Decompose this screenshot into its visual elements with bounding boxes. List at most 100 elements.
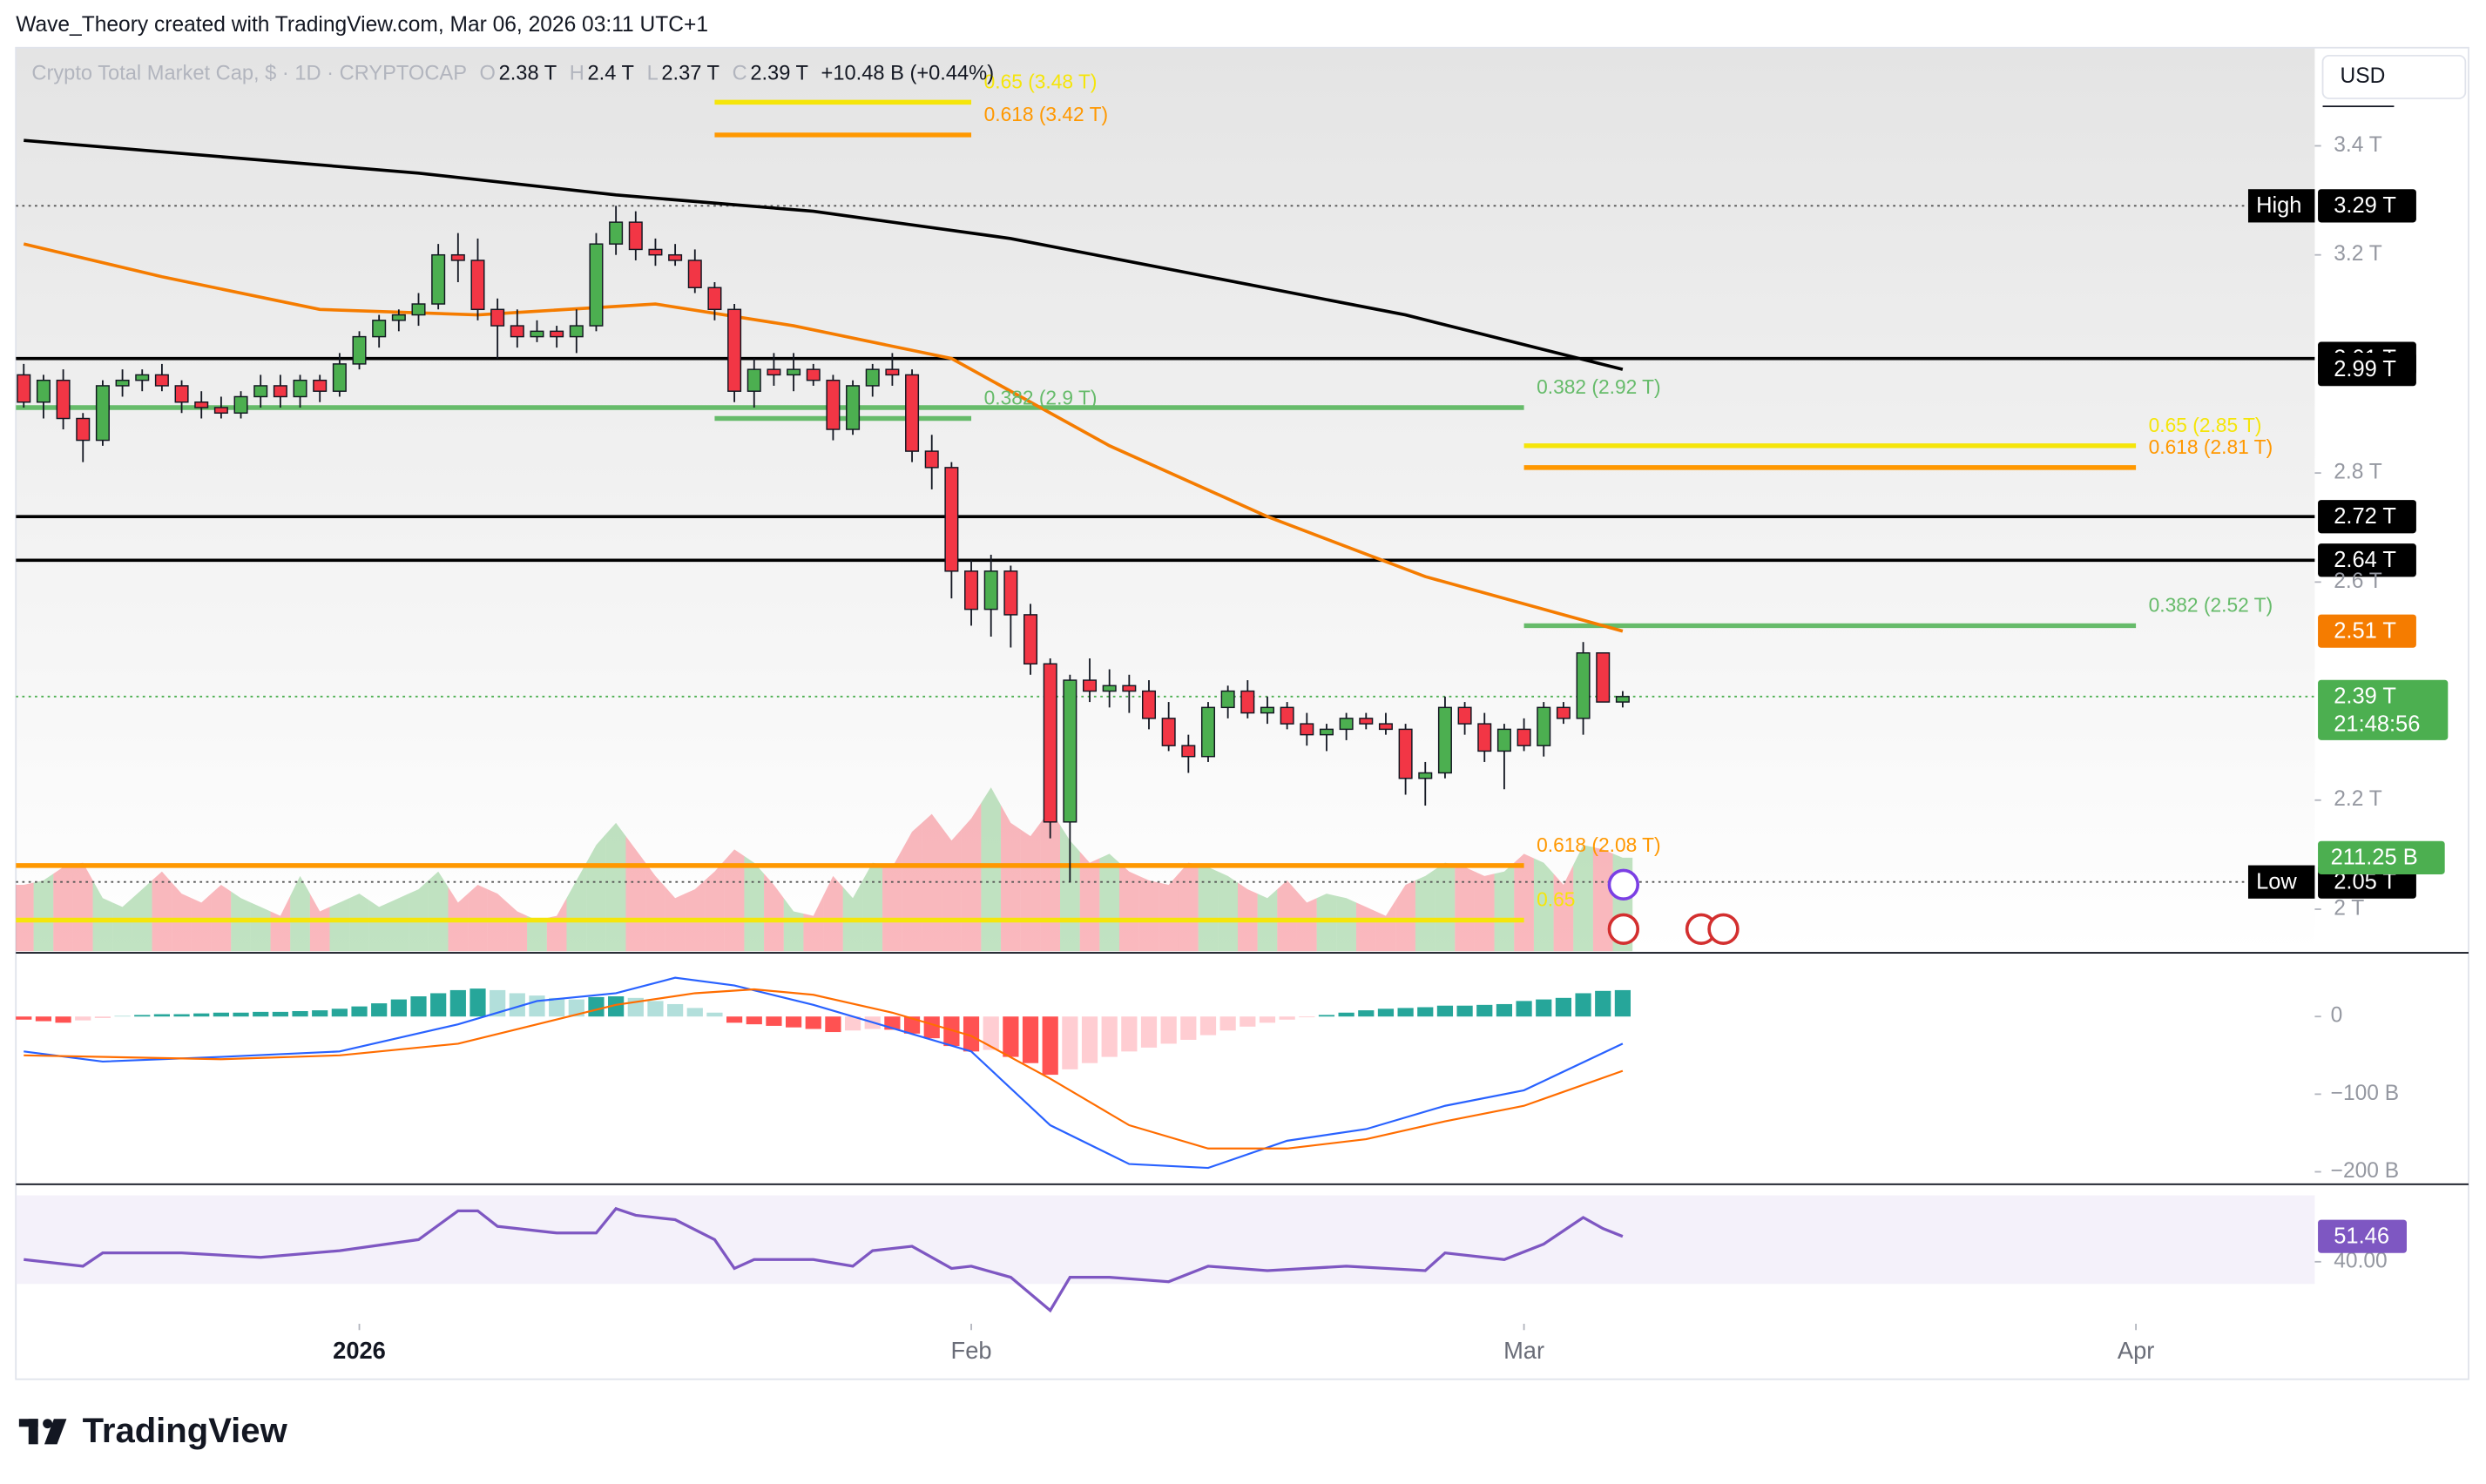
y-tick-label: 2.6 T: [2334, 570, 2382, 593]
volume-area: [605, 822, 626, 952]
candle-body: [865, 368, 880, 387]
volume-area: [1237, 882, 1258, 952]
volume-area: [329, 898, 350, 952]
macd-histogram-bar: [114, 1015, 131, 1017]
macd-histogram-bar: [844, 1016, 861, 1031]
volume-area: [270, 895, 291, 952]
macd-histogram-bar: [963, 1016, 980, 1052]
event-icon: [1607, 913, 1640, 945]
marker-name: Low: [2256, 869, 2297, 894]
chart-border: [15, 46, 2469, 1380]
candle-body: [174, 385, 189, 403]
macd-histogram-bar: [253, 1011, 269, 1017]
candle-body: [1102, 685, 1117, 692]
macd-histogram-bar: [1555, 997, 1572, 1017]
macd-histogram-bar: [55, 1016, 71, 1023]
volume-area: [823, 875, 843, 952]
candle-body: [1596, 652, 1611, 703]
event-icon: [1707, 913, 1740, 945]
legend-key: C: [733, 63, 747, 85]
y-tick-label: 3.2 T: [2334, 242, 2382, 266]
candle-body: [1063, 679, 1077, 823]
macd-histogram-bar: [292, 1010, 308, 1017]
volume-area: [72, 862, 93, 952]
candle-body: [1457, 706, 1472, 725]
candle-body: [746, 368, 761, 392]
volume-area: [961, 802, 982, 952]
countdown: 21:48:56: [2334, 712, 2420, 736]
macd-histogram-bar: [903, 1016, 921, 1034]
currency-label: USD: [2341, 64, 2386, 88]
volume-area: [1375, 900, 1396, 952]
volume-area: [16, 882, 34, 952]
signal-line: [24, 988, 1624, 1150]
x-tick-label: Feb: [951, 1337, 992, 1364]
volume-area: [724, 849, 745, 952]
legend-change: +10.48 B (+0.44%): [821, 63, 995, 85]
macd-tick-label: −200 B: [2331, 1159, 2400, 1183]
legend-key: L: [647, 63, 659, 85]
candle-body: [253, 385, 268, 398]
volume-area: [1099, 853, 1120, 952]
fib-label: 0.618 (2.08 T): [1537, 833, 1661, 856]
macd-histogram-bar: [1042, 1016, 1058, 1076]
candle-body: [1477, 723, 1492, 752]
volume-area: [368, 900, 389, 952]
ema-tag-label: 2.51 T: [2334, 618, 2396, 643]
rsi-tag: [2318, 1219, 2407, 1253]
macd-histogram-bar: [746, 1016, 762, 1025]
candle-body: [95, 385, 110, 442]
last-price-tag: [2318, 679, 2449, 740]
macd-histogram-bar: [608, 996, 625, 1017]
legend-key: O: [480, 63, 496, 85]
candle-body: [1339, 718, 1354, 731]
volume-area: [685, 880, 706, 952]
volume-area: [1218, 871, 1238, 952]
macd-histogram-bar: [1536, 999, 1552, 1017]
candle-body: [1418, 772, 1433, 779]
candle-body: [1200, 706, 1215, 758]
legend-key: H: [570, 63, 584, 85]
fib-label: 0.618 (2.81 T): [2149, 435, 2273, 458]
logo-mark: [44, 1419, 67, 1445]
candle-body: [293, 379, 307, 398]
volume-area: [1455, 865, 1475, 952]
candle-body: [1122, 685, 1137, 692]
macd-histogram-bar: [16, 1016, 32, 1020]
candle-body: [1240, 690, 1255, 714]
macd-histogram-bar: [193, 1013, 210, 1017]
candle-body: [510, 325, 524, 338]
fib-label: 0.382 (2.52 T): [2149, 594, 2273, 617]
volume-area: [1514, 853, 1534, 952]
candle-body: [1043, 663, 1057, 823]
main-pane: [16, 99, 2315, 952]
volume-area: [862, 862, 883, 952]
volume-area: [1395, 880, 1415, 952]
candle-body: [490, 308, 505, 327]
macd-histogram-bar: [647, 1001, 664, 1017]
macd-histogram-bar: [134, 1015, 151, 1017]
legend-value: 2.37 T: [661, 63, 719, 85]
volume-area: [409, 880, 429, 952]
macd-histogram-bar: [1199, 1016, 1217, 1035]
candle-body: [1083, 679, 1098, 692]
rsi-band: [16, 1195, 2315, 1285]
candle-body: [313, 379, 328, 392]
candle-body: [1300, 723, 1314, 736]
main-pane-background: [16, 47, 2315, 954]
macd-histogram-bar: [1338, 1012, 1354, 1017]
volume-area: [566, 862, 587, 952]
macd-histogram-bar: [1436, 1005, 1454, 1017]
volume-area: [1592, 847, 1613, 952]
candle-body: [273, 385, 287, 398]
volume-area: [53, 865, 73, 952]
candle-body: [1003, 570, 1018, 616]
macd-histogram-bar: [726, 1016, 743, 1023]
macd-histogram-bar: [1259, 1016, 1276, 1023]
macd-histogram-bar: [1516, 1001, 1532, 1017]
macd-histogram-bar: [1575, 993, 1591, 1017]
candle-body: [589, 243, 604, 327]
marker-tag-label: 3.29 T: [2334, 193, 2396, 218]
candle-body: [1378, 723, 1393, 731]
